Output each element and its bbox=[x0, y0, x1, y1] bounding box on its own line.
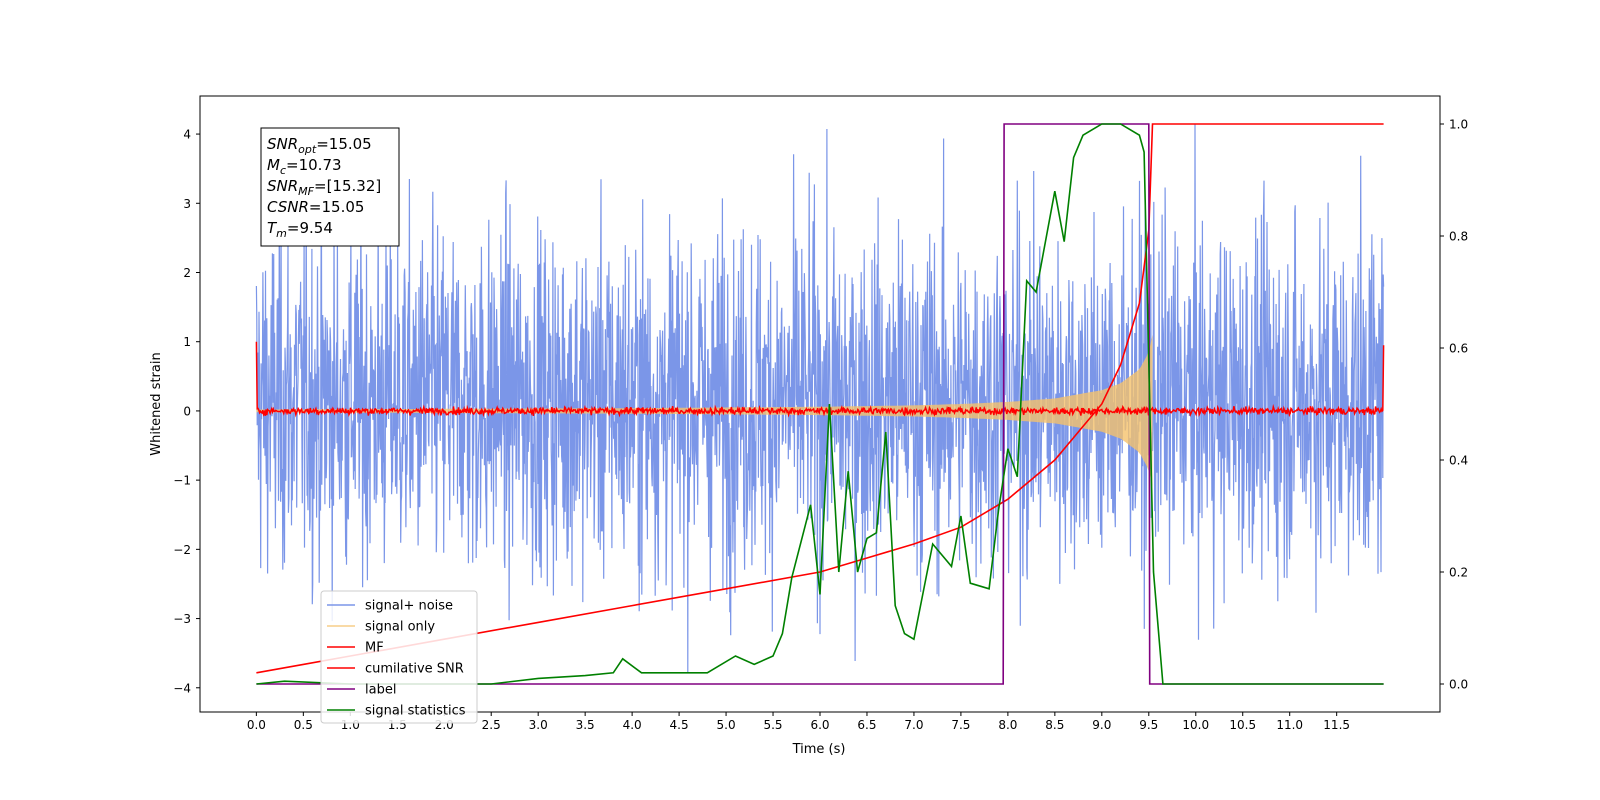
y-tick-label: −1 bbox=[173, 474, 191, 488]
x-tick-label: 11.0 bbox=[1276, 718, 1303, 732]
x-tick-label: 2.5 bbox=[482, 718, 501, 732]
x-tick-label: 8.0 bbox=[998, 718, 1017, 732]
y-axis-right: 0.0 0.2 0.4 0.6 0.8 1.0 bbox=[1440, 118, 1468, 692]
series-mf-line bbox=[255, 341, 1385, 418]
y-tick-label: −2 bbox=[173, 543, 191, 557]
y-tick-label: 3 bbox=[183, 197, 191, 211]
annotation-box: SNRopt=15.05Mc=10.73SNRMF=[15.32]CSNR=15… bbox=[260, 127, 400, 247]
x-tick-label: 3.5 bbox=[576, 718, 595, 732]
annotation-line: Tm=9.54 bbox=[267, 219, 333, 240]
legend-label: signal statistics bbox=[365, 704, 466, 719]
x-tick-label: 10.0 bbox=[1182, 718, 1209, 732]
y2-tick-label: 0.2 bbox=[1449, 566, 1468, 580]
y-tick-label: 1 bbox=[183, 335, 191, 349]
x-tick-label: 6.5 bbox=[857, 718, 876, 732]
y-tick-label: 4 bbox=[183, 128, 191, 142]
x-tick-label: 8.5 bbox=[1045, 718, 1064, 732]
x-tick-label: 11.5 bbox=[1323, 718, 1350, 732]
x-tick-label: 0.0 bbox=[247, 718, 266, 732]
legend-label: label bbox=[365, 683, 396, 698]
legend-frame bbox=[320, 590, 478, 724]
x-tick-label: 9.0 bbox=[1092, 718, 1111, 732]
x-tick-label: 4.5 bbox=[670, 718, 689, 732]
y2-tick-label: 0.6 bbox=[1449, 342, 1468, 356]
x-axis-label: Time (s) bbox=[792, 742, 846, 757]
x-tick-label: 4.0 bbox=[623, 718, 642, 732]
x-tick-label: 9.5 bbox=[1139, 718, 1158, 732]
x-tick-label: 3.0 bbox=[529, 718, 548, 732]
y2-tick-label: 0.8 bbox=[1449, 230, 1468, 244]
series-signal-noise-line bbox=[255, 123, 1385, 674]
x-tick-label: 6.0 bbox=[810, 718, 829, 732]
series-signal-statistics-line bbox=[256, 123, 1384, 685]
x-tick-label: 5.0 bbox=[717, 718, 736, 732]
legend: signal+ noise signal only MF cumilative SNR… bbox=[320, 590, 478, 724]
y-tick-label: 0 bbox=[183, 404, 191, 418]
annotation-line: CSNR=15.05 bbox=[267, 198, 364, 216]
annotation-frame bbox=[260, 127, 400, 247]
y-axis-left: −4 −3 −2 −1 0 1 2 3 4 bbox=[173, 128, 200, 695]
annotation-line: SNRopt=15.05 bbox=[267, 135, 372, 156]
legend-label: signal only bbox=[365, 620, 435, 635]
x-tick-label: 7.5 bbox=[951, 718, 970, 732]
y-tick-label: 2 bbox=[183, 266, 191, 280]
y-axis-label: Whitened strain bbox=[149, 352, 164, 455]
x-axis: 0.0 0.5 1.0 1.5 2.0 2.5 3.0 3.5 4.0 4.5 5.0 5.5 6.0 6… bbox=[247, 712, 1350, 732]
legend-label: MF bbox=[365, 641, 384, 656]
y2-tick-label: 0.4 bbox=[1449, 454, 1468, 468]
x-tick-label: 0.5 bbox=[294, 718, 313, 732]
y2-tick-label: 1.0 bbox=[1449, 118, 1468, 132]
annotation-line: Mc=10.73 bbox=[267, 156, 342, 177]
x-tick-label: 10.5 bbox=[1229, 718, 1256, 732]
legend-label: cumilative SNR bbox=[365, 662, 464, 677]
legend-label: signal+ noise bbox=[365, 599, 453, 614]
y2-tick-label: 0.0 bbox=[1449, 678, 1468, 692]
y-tick-label: −4 bbox=[173, 681, 191, 695]
x-tick-label: 5.5 bbox=[763, 718, 782, 732]
y-tick-label: −3 bbox=[173, 612, 191, 626]
annotation-line: SNRMF=[15.32] bbox=[267, 177, 381, 198]
x-tick-label: 7.0 bbox=[904, 718, 923, 732]
